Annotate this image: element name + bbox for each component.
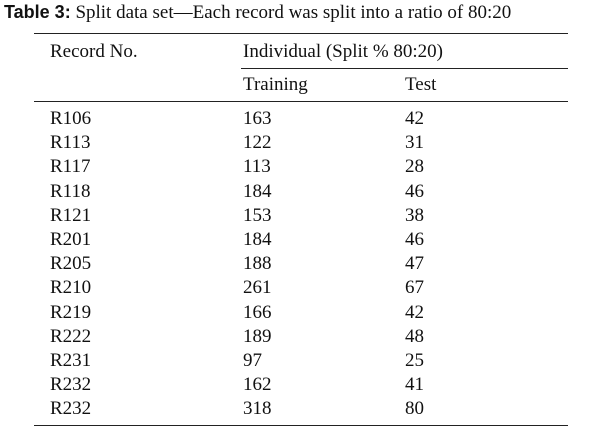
table-row: R106 163 42 [0, 108, 613, 132]
table-bottom-rule [34, 425, 568, 426]
cell-test: 47 [405, 253, 424, 275]
cell-record: R201 [50, 228, 92, 250]
cell-test: 67 [405, 277, 424, 299]
cell-record: R231 [50, 349, 92, 371]
cell-record: R106 [50, 108, 92, 129]
table-row: R232 318 80 [0, 398, 613, 422]
table-row: R222 189 48 [0, 326, 613, 350]
table-row: R210 261 67 [0, 277, 613, 301]
cell-training: 184 [243, 228, 272, 250]
cell-test: 46 [405, 228, 424, 250]
cell-training: 188 [243, 253, 272, 275]
table-body: R106 163 42 R113 122 31 R117 113 28 R118… [0, 108, 613, 422]
table-caption: Table 3: Split data set—Each record was … [4, 2, 511, 24]
table-caption-text: Split data set—Each record was split int… [75, 2, 512, 23]
table-row: R232 162 41 [0, 374, 613, 398]
cell-training: 163 [243, 108, 272, 129]
cell-training: 153 [243, 204, 272, 226]
header-bottom-rule [34, 101, 568, 102]
table-caption-label: Table 3: [4, 2, 71, 22]
cell-training: 318 [243, 398, 272, 420]
table-row: R117 113 28 [0, 156, 613, 180]
cell-record: R121 [50, 204, 92, 226]
cell-training: 162 [243, 374, 272, 396]
cell-test: 41 [405, 374, 424, 396]
cell-test: 42 [405, 301, 424, 323]
header-test: Test [405, 74, 437, 95]
cell-test: 25 [405, 349, 424, 371]
cell-record: R232 [50, 398, 92, 420]
header-training: Training [243, 74, 308, 95]
header-individual-split: Individual (Split % 80:20) [243, 41, 444, 62]
table-row: R121 153 38 [0, 205, 613, 229]
table-row: R205 188 47 [0, 253, 613, 277]
cell-training: 113 [243, 156, 271, 178]
cell-training: 189 [243, 325, 272, 347]
table-row: R118 184 46 [0, 181, 613, 205]
cell-training: 97 [243, 349, 262, 371]
cell-test: 31 [405, 132, 424, 154]
cell-record: R219 [50, 301, 92, 323]
cell-test: 46 [405, 180, 424, 202]
cell-test: 38 [405, 204, 424, 226]
cell-training: 166 [243, 301, 272, 323]
cell-record: R232 [50, 374, 92, 396]
cell-record: R222 [50, 325, 92, 347]
cell-record: R113 [50, 132, 91, 154]
cell-training: 261 [243, 277, 272, 299]
cell-test: 42 [405, 108, 424, 129]
header-group-rule [241, 68, 568, 69]
cell-record: R205 [50, 253, 92, 275]
table-top-rule [34, 33, 568, 34]
cell-test: 28 [405, 156, 424, 178]
header-record-no: Record No. [50, 41, 138, 62]
cell-test: 48 [405, 325, 424, 347]
table-row: R219 166 42 [0, 302, 613, 326]
table-row: R231 97 25 [0, 350, 613, 374]
cell-training: 122 [243, 132, 272, 154]
cell-test: 80 [405, 398, 424, 420]
cell-training: 184 [243, 180, 272, 202]
cell-record: R117 [50, 156, 91, 178]
cell-record: R210 [50, 277, 92, 299]
table-row: R113 122 31 [0, 132, 613, 156]
table-row: R201 184 46 [0, 229, 613, 253]
cell-record: R118 [50, 180, 91, 202]
